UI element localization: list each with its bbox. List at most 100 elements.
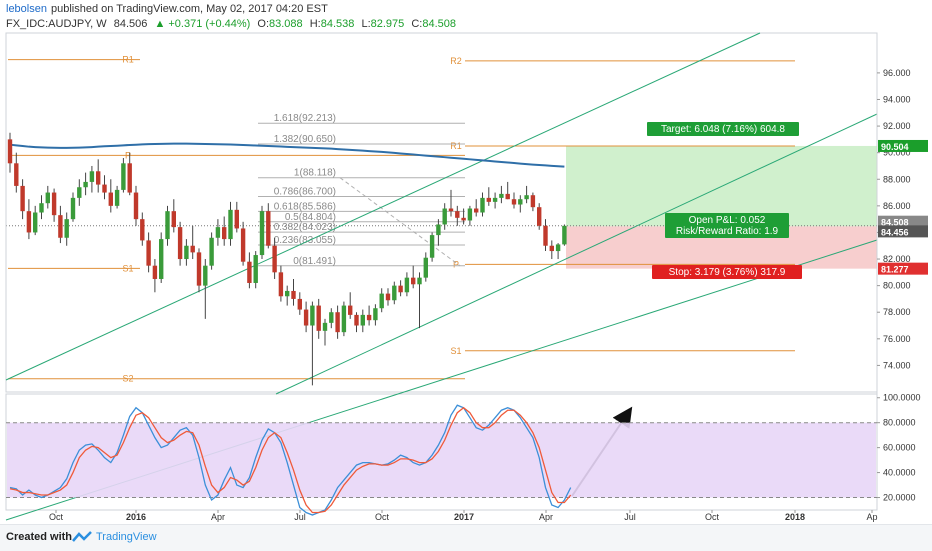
high-label: H: [309, 18, 321, 30]
candle-body [505, 193, 510, 200]
price-tag-label: 90.504 [881, 142, 909, 152]
candle-body [102, 184, 107, 193]
candle-body [303, 309, 309, 326]
low-value: 82.975 [370, 18, 405, 30]
candle-body [253, 255, 258, 283]
candle-body [480, 197, 485, 213]
candle-body [341, 305, 347, 333]
price-tick-label: 80.000 [883, 281, 911, 291]
time-tick-label: Oct [49, 512, 64, 522]
candle-body [423, 257, 428, 278]
candle-body [278, 272, 284, 297]
target-box [647, 122, 799, 136]
candle-body [348, 305, 353, 315]
candle-body [177, 227, 183, 260]
price-tag-box [878, 215, 928, 228]
candle-body [392, 285, 397, 301]
candle-body [203, 265, 208, 286]
candle-body [291, 290, 296, 299]
pivot-label: R1 [450, 141, 462, 151]
pnl-box [665, 213, 789, 238]
candle-body [26, 211, 32, 233]
candle-body [39, 203, 44, 213]
price-tag-box [878, 225, 928, 238]
price-tick-label: 86.000 [883, 201, 911, 211]
candle-body [127, 163, 132, 193]
price-tick-label: 94.000 [883, 94, 911, 104]
time-tick-label: Jul [294, 512, 306, 522]
candle-body [89, 171, 95, 182]
stoch-d-line [9, 406, 572, 514]
candle-body [455, 211, 460, 218]
tradingview-brand-link[interactable]: TradingView [96, 531, 157, 543]
candle-body [33, 212, 38, 233]
fib-label: 0.786(86.700) [274, 187, 336, 198]
candle-body [234, 209, 239, 229]
candle-body [335, 312, 340, 333]
pivot-label: S1 [122, 263, 133, 273]
fib-label: 0.5(84.804) [285, 212, 336, 223]
time-tick-label: Apr [211, 512, 225, 522]
candle-body [64, 219, 69, 238]
price-tick-label: 78.000 [883, 307, 911, 317]
candle-body [272, 245, 277, 273]
candle-body [190, 245, 195, 253]
stop-label: Stop: 3.179 (3.76%) 317.9 [669, 267, 786, 278]
candle-body [499, 193, 504, 198]
candle-body [322, 322, 328, 331]
candle-body [45, 192, 50, 204]
change-value: ▲ +0.371 (+0.44%) [154, 18, 251, 30]
candle-body [133, 192, 139, 220]
chart-header: lebolsen published on TradingView.com, Ma… [0, 0, 932, 38]
candle-body [266, 211, 271, 246]
price-tick-label: 88.000 [883, 174, 911, 184]
candle-body [165, 211, 170, 240]
price-tick-label: 82.000 [883, 254, 911, 264]
rr-label: Risk/Reward Ratio: 1.9 [676, 226, 779, 237]
moving-average-line [9, 142, 565, 168]
published-text: published on TradingView.com, May 02, 20… [50, 3, 328, 15]
price-tag-box [878, 139, 928, 152]
created-with-label: Created with [6, 531, 73, 543]
candle-body [555, 244, 561, 252]
candle-body [140, 219, 145, 241]
candle-body [114, 189, 120, 206]
candle-body [83, 181, 88, 188]
price-tag-label: 84.508 [881, 218, 909, 228]
candle-body [360, 314, 365, 326]
fib-label: 0.382(84.023) [274, 222, 336, 233]
candle-body [436, 224, 441, 236]
candle-body [398, 285, 403, 293]
symbol-label[interactable]: FX_IDC:AUDJPY, W [6, 18, 107, 30]
candle-body [329, 312, 334, 323]
pivot-label: P [453, 259, 459, 269]
channel-line [275, 113, 878, 395]
candle-body [108, 192, 113, 206]
candle-body [240, 228, 246, 262]
time-tick-label: Oct [375, 512, 390, 522]
author-link[interactable]: lebolsen [6, 3, 47, 15]
candle-body [417, 277, 422, 285]
footer-bar: Created with TradingView [0, 524, 932, 551]
candle-body [228, 209, 233, 240]
stoch-tick-label: 20.0000 [883, 493, 916, 503]
candle-body [379, 293, 384, 309]
stoch-band [7, 422, 876, 498]
candle-body [354, 314, 359, 326]
candle-body [385, 293, 391, 301]
candle-body [247, 261, 252, 283]
close-value: 84.508 [422, 18, 457, 30]
time-tick-label: Apr [539, 512, 553, 522]
open-value: 83.088 [269, 18, 303, 30]
time-tick-label: 2018 [785, 512, 805, 522]
candle-body [152, 265, 158, 279]
price-tag-label: 81.277 [881, 265, 909, 275]
price-tick-label: 74.000 [883, 360, 911, 370]
candle-body [366, 314, 372, 321]
candle-body [442, 208, 447, 225]
candle-body [7, 139, 13, 164]
stoch-k-line [9, 404, 572, 516]
candle-body [537, 207, 542, 226]
candle-body [549, 245, 554, 252]
candle-body [146, 240, 151, 266]
